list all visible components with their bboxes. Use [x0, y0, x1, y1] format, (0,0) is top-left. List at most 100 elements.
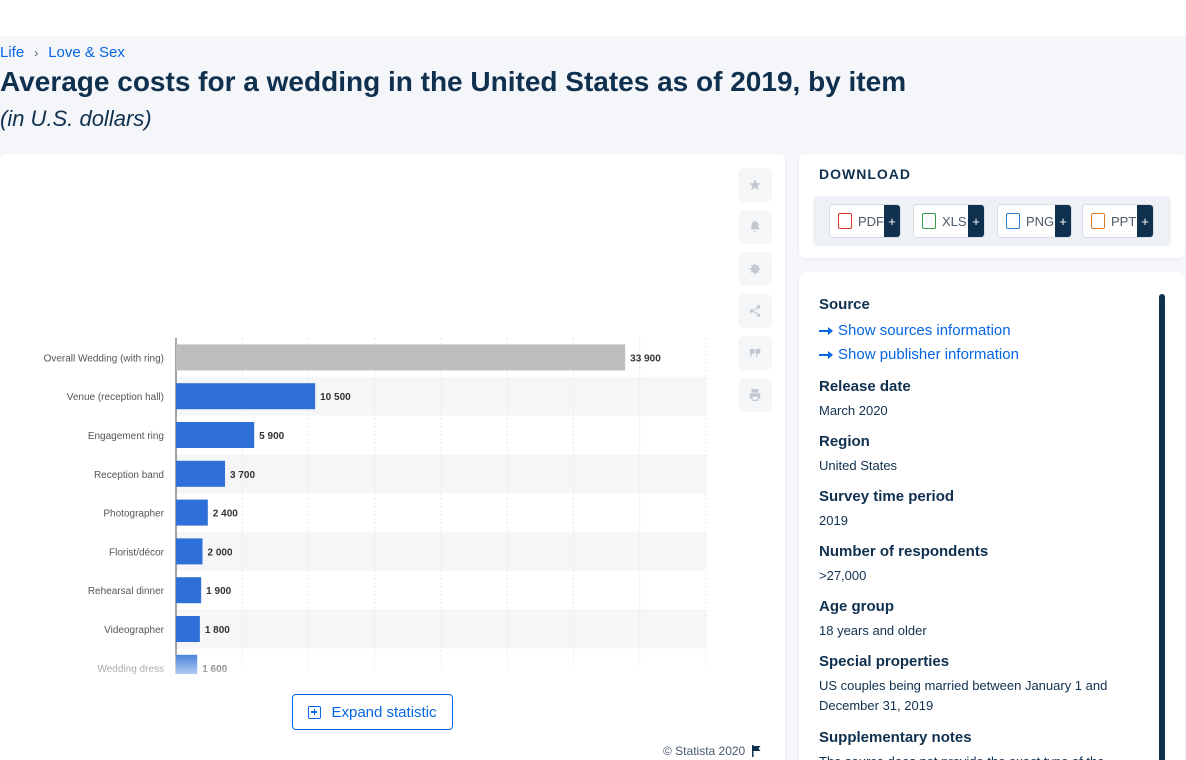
show-publisher-link[interactable]: Show publisher information [819, 343, 1139, 367]
share-icon [748, 304, 762, 318]
category-label: Photographer [103, 509, 164, 520]
download-pdf-label: PDF [858, 214, 884, 229]
bar[interactable] [176, 538, 203, 564]
notification-button[interactable] [738, 210, 772, 244]
breadcrumb: Life › Love & Sex [0, 44, 125, 61]
breadcrumb-separator: › [34, 46, 38, 60]
value-label: 33 900 [630, 353, 661, 364]
download-png-button[interactable]: PNG + [997, 204, 1072, 238]
supplementary-notes-heading: Supplementary notes [819, 729, 1139, 746]
value-label: 5 900 [259, 431, 284, 442]
age-group-value: 18 years and older [819, 621, 1139, 641]
category-label: Engagement ring [88, 431, 164, 442]
category-label: Rehearsal dinner [88, 586, 165, 597]
download-png-label: PNG [1026, 214, 1054, 229]
respondents-value: >27,000 [819, 566, 1139, 586]
print-button[interactable] [738, 378, 772, 412]
respondents-section: Number of respondents >27,000 [819, 543, 1139, 586]
bar[interactable] [176, 500, 208, 526]
chart-fade-overlay [0, 649, 720, 689]
category-label: Reception band [94, 470, 164, 481]
copyright-text: © Statista 2020 [663, 744, 745, 758]
chart-card: Overall Wedding (with ring) 33 900 Venue (… [0, 154, 785, 760]
category-label: Videographer [104, 625, 165, 636]
share-button[interactable] [738, 294, 772, 328]
pdf-file-icon [838, 213, 852, 229]
download-xls-plus[interactable]: + [968, 205, 984, 237]
value-label: 2 000 [208, 547, 233, 558]
show-publisher-label: Show publisher information [838, 343, 1019, 367]
source-heading: Source [819, 296, 1139, 313]
chart-toolbar [738, 168, 772, 412]
download-card: DOWNLOAD PDF + XLS + PNG + PPT + [799, 154, 1185, 258]
png-file-icon [1006, 213, 1020, 229]
download-png-plus[interactable]: + [1055, 205, 1071, 237]
print-icon [748, 388, 762, 402]
cite-button[interactable] [738, 336, 772, 370]
region-heading: Region [819, 433, 1139, 450]
survey-period-section: Survey time period 2019 [819, 488, 1139, 531]
gear-icon [748, 262, 762, 276]
page-title: Average costs for a wedding in the Unite… [0, 66, 906, 98]
category-label: Florist/décor [109, 547, 165, 558]
arrow-right-icon [819, 354, 832, 356]
bar[interactable] [176, 461, 225, 487]
release-date-section: Release date March 2020 [819, 378, 1139, 421]
breadcrumb-life[interactable]: Life [0, 44, 24, 61]
download-pdf-plus[interactable]: + [884, 205, 900, 237]
bell-icon [748, 220, 762, 234]
category-label: Overall Wedding (with ring) [44, 353, 164, 364]
download-ppt-plus[interactable]: + [1137, 205, 1153, 237]
bar[interactable] [176, 344, 625, 370]
special-properties-value: US couples being married between January… [819, 676, 1139, 716]
expand-icon [308, 706, 321, 719]
bar[interactable] [176, 616, 200, 642]
download-xls-button[interactable]: XLS + [913, 204, 985, 238]
bar[interactable] [176, 577, 201, 603]
value-label: 10 500 [320, 392, 351, 403]
flag-icon[interactable] [751, 745, 762, 757]
value-label: 3 700 [230, 470, 255, 481]
download-heading: DOWNLOAD [819, 166, 911, 182]
download-xls-label: XLS [942, 214, 967, 229]
age-group-section: Age group 18 years and older [819, 598, 1139, 641]
download-pdf-button[interactable]: PDF + [829, 204, 901, 238]
copyright: © Statista 2020 [663, 744, 762, 758]
special-properties-section: Special properties US couples being marr… [819, 653, 1139, 716]
favorite-button[interactable] [738, 168, 772, 202]
arrow-right-icon [819, 330, 832, 332]
settings-button[interactable] [738, 252, 772, 286]
bar-chart: Overall Wedding (with ring) 33 900 Venue (… [0, 154, 720, 674]
bar[interactable] [176, 383, 315, 409]
xls-file-icon [922, 213, 936, 229]
download-buttons: PDF + XLS + PNG + PPT + [813, 196, 1171, 246]
age-group-heading: Age group [819, 598, 1139, 615]
survey-period-heading: Survey time period [819, 488, 1139, 505]
release-date-heading: Release date [819, 378, 1139, 395]
quote-icon [748, 346, 762, 360]
source-section: Source Show sources information Show pub… [819, 296, 1139, 367]
show-sources-label: Show sources information [838, 319, 1011, 343]
info-scrollbar[interactable] [1159, 294, 1165, 760]
value-label: 1 800 [205, 625, 230, 636]
respondents-heading: Number of respondents [819, 543, 1139, 560]
survey-period-value: 2019 [819, 511, 1139, 531]
region-value: United States [819, 456, 1139, 476]
expand-statistic-label: Expand statistic [331, 704, 436, 721]
supplementary-notes-value: The source does not provide the exact ty… [819, 752, 1139, 760]
show-sources-link[interactable]: Show sources information [819, 319, 1139, 343]
page-subtitle: (in U.S. dollars) [0, 106, 152, 132]
value-label: 1 900 [206, 586, 231, 597]
expand-statistic-button[interactable]: Expand statistic [292, 694, 453, 730]
download-ppt-button[interactable]: PPT + [1082, 204, 1154, 238]
release-date-value: March 2020 [819, 401, 1139, 421]
top-bar [0, 0, 1186, 36]
breadcrumb-love-sex[interactable]: Love & Sex [48, 44, 125, 61]
special-properties-heading: Special properties [819, 653, 1139, 670]
value-label: 2 400 [213, 509, 238, 520]
region-section: Region United States [819, 433, 1139, 476]
bar[interactable] [176, 422, 254, 448]
download-ppt-label: PPT [1111, 214, 1136, 229]
supplementary-notes-section: Supplementary notes The source does not … [819, 729, 1139, 760]
star-icon [748, 178, 762, 192]
